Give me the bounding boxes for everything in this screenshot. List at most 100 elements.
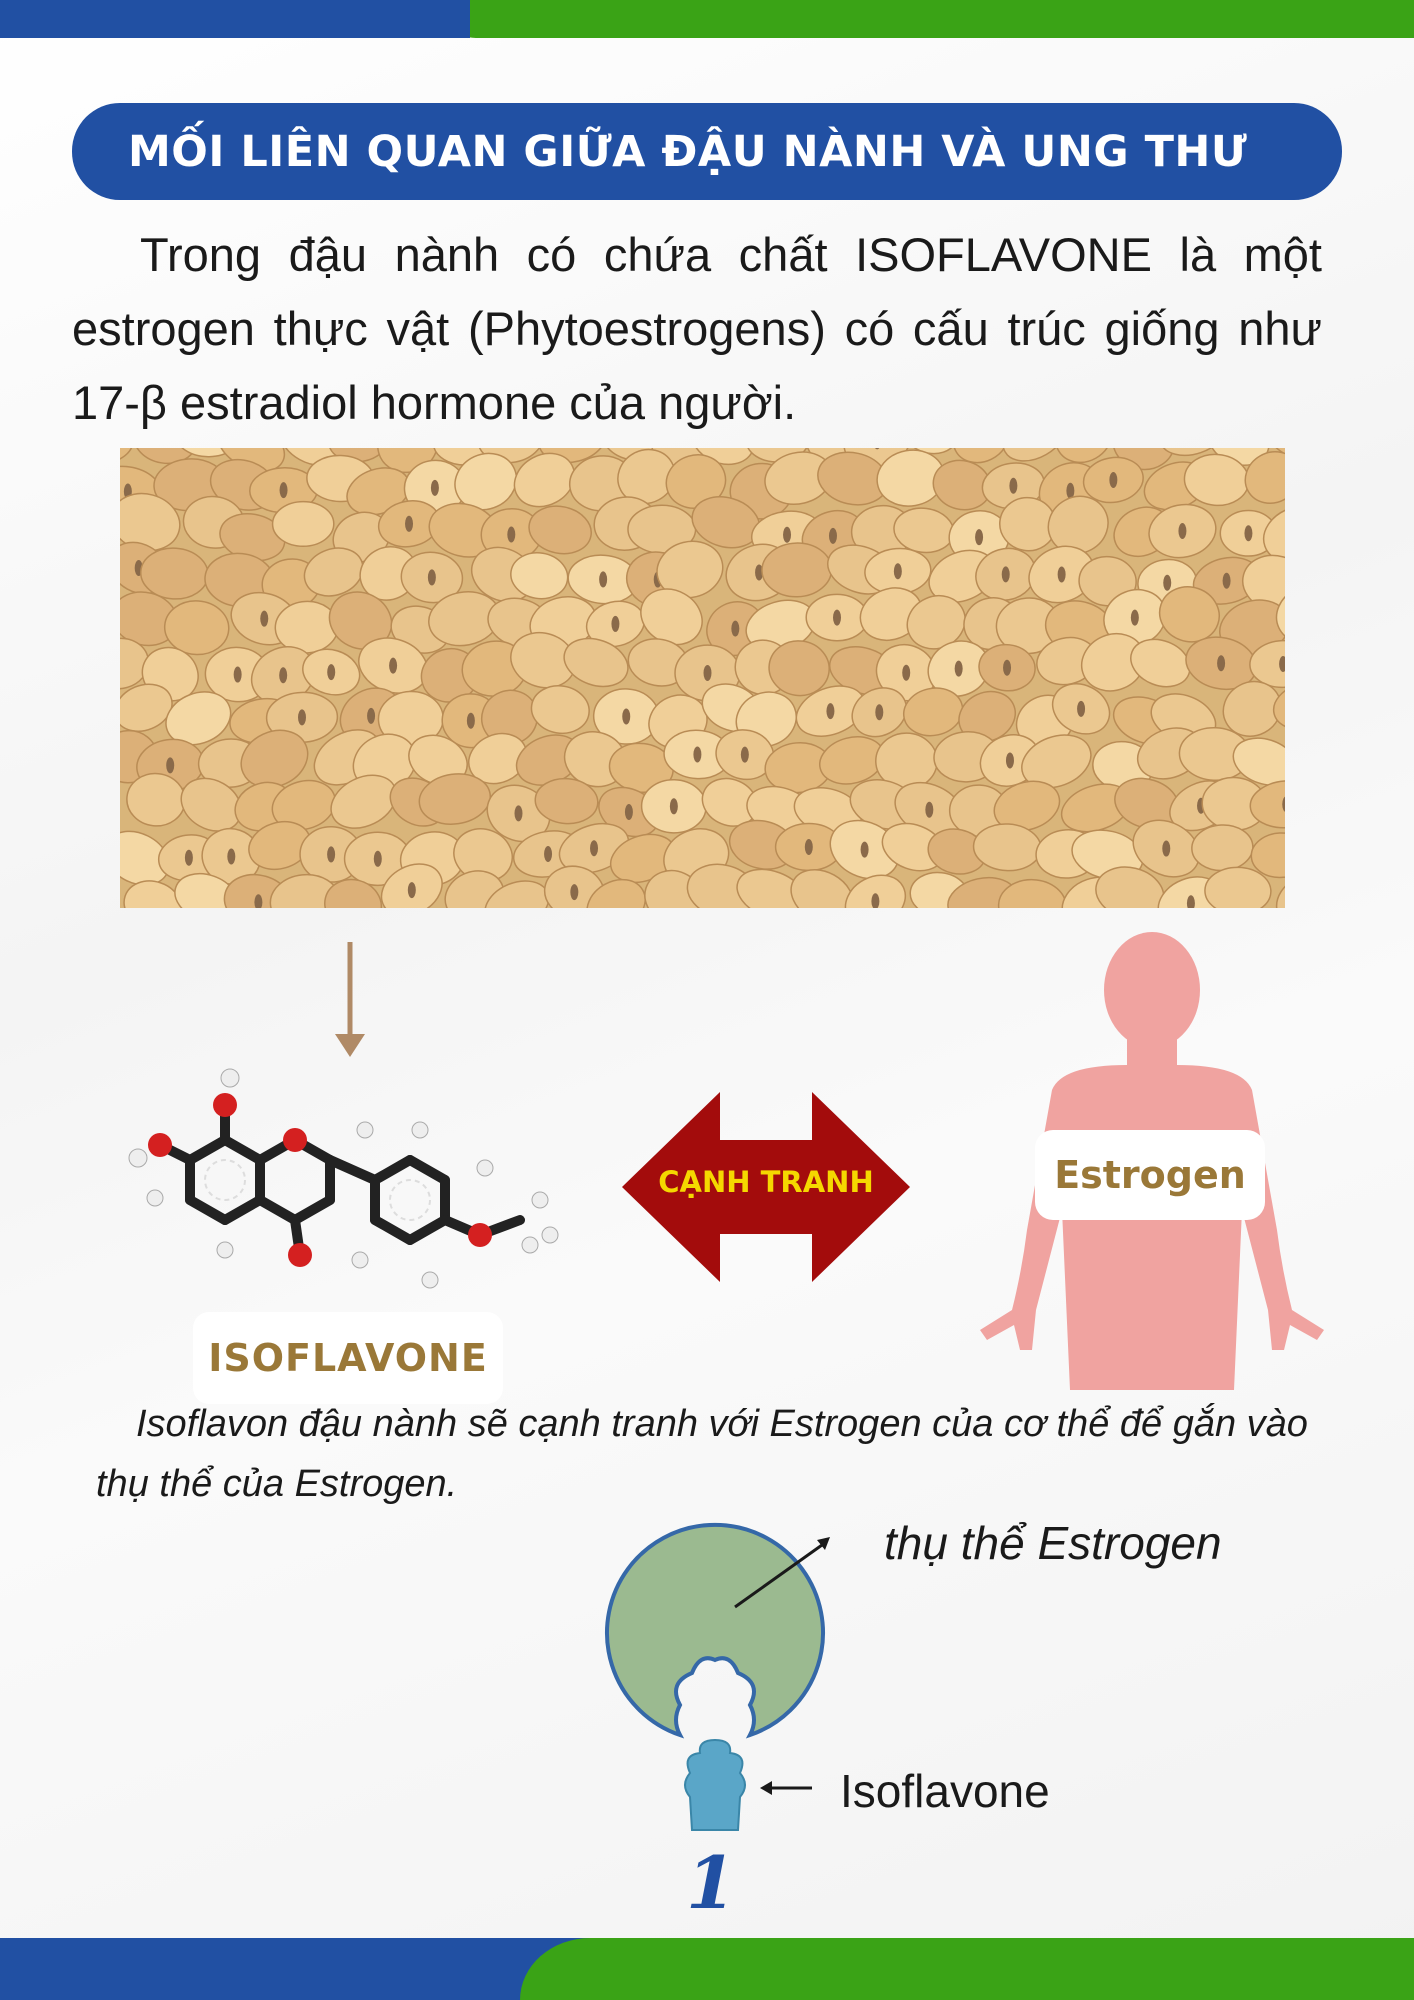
soybean — [656, 540, 724, 599]
soybean-hilum — [327, 846, 336, 863]
soybean-hilum — [466, 712, 475, 729]
soybean-hilum — [279, 482, 288, 499]
soybean — [510, 552, 569, 600]
soybean — [324, 878, 383, 908]
soybean-hilum — [570, 884, 579, 901]
soybean-hilum — [507, 526, 516, 543]
soybean-hilum — [1222, 572, 1231, 589]
soybean — [1047, 495, 1109, 555]
soybean — [563, 637, 629, 688]
double-arrow-icon — [622, 1092, 910, 1282]
compete-label: CẠNH TRANH — [658, 1165, 874, 1199]
soybean — [444, 870, 505, 908]
soybean-hilum — [233, 666, 242, 683]
isoflavone-small-label: Isoflavone — [840, 1765, 1050, 1817]
soybean-hilum — [1009, 477, 1018, 494]
page-title: MỐI LIÊN QUAN GIỮA ĐẬU NÀNH VÀ UNG THƯ — [128, 126, 1248, 177]
soybean-hilum — [1109, 471, 1118, 488]
soybean-hilum — [669, 798, 678, 815]
soybean — [903, 687, 964, 737]
soybean — [271, 500, 335, 548]
soybean-hilum — [389, 657, 398, 674]
estrogen-label: Estrogen — [1054, 1153, 1246, 1197]
isoflavone-molecule-model — [128, 1068, 559, 1289]
soybean-hilum — [1279, 655, 1285, 672]
soybean-hilum — [166, 757, 175, 774]
soybean-hilum — [254, 894, 263, 908]
soybean-hilum — [871, 893, 880, 908]
arrow-down-icon — [335, 942, 365, 1057]
soybean — [534, 777, 599, 825]
soybean — [174, 448, 243, 458]
soybean-hilum — [599, 571, 608, 588]
soybean — [1158, 586, 1220, 643]
soybean — [1275, 585, 1285, 644]
soybean — [537, 448, 608, 464]
soybean — [133, 448, 197, 465]
soybean — [174, 872, 239, 908]
soybean-hilum — [1005, 752, 1014, 769]
soybean-hilum — [860, 841, 869, 858]
soybean — [328, 591, 393, 650]
soybean — [768, 640, 830, 697]
soybean — [1249, 780, 1285, 829]
soybean-hilum — [1077, 700, 1086, 717]
soybean — [1158, 448, 1229, 457]
soybean-hilum — [893, 563, 902, 580]
soybean-hilum — [874, 448, 880, 450]
soybean-hilum — [327, 664, 336, 681]
soybean — [993, 780, 1061, 832]
top-bar-blue — [0, 0, 470, 38]
soybean-hilum — [693, 746, 702, 763]
soybean-hilum — [590, 840, 599, 857]
soybean — [120, 448, 135, 464]
soybean-hilum — [373, 850, 382, 867]
soybean — [1262, 505, 1285, 564]
soybean — [1191, 824, 1254, 872]
soybean-hilum — [875, 704, 884, 721]
soybean — [617, 448, 676, 505]
soybean — [790, 868, 854, 908]
soybean-hilum — [1217, 655, 1226, 672]
title-banner: MỐI LIÊN QUAN GIỮA ĐẬU NÀNH VÀ UNG THƯ — [72, 103, 1342, 200]
soybean-hilum — [828, 527, 837, 544]
soybean — [303, 547, 364, 597]
soybean — [528, 505, 592, 555]
caption-text: Isoflavon đậu nành sẽ cạnh tranh với Est… — [96, 1403, 1308, 1505]
soybean-hilum — [783, 526, 792, 543]
receptor-diagram — [605, 1522, 830, 1831]
soybean — [1272, 681, 1285, 731]
top-bar-green — [438, 0, 1414, 38]
soybean-hilum — [1066, 482, 1075, 499]
soybean — [1021, 734, 1092, 789]
soybean-hilum — [703, 664, 712, 681]
soybean-hilum — [514, 805, 523, 822]
soybean — [1232, 737, 1285, 786]
soybean-hilum — [611, 615, 620, 632]
soybean-hilum — [1057, 566, 1066, 583]
soybean — [418, 773, 492, 825]
soybean — [454, 452, 518, 511]
soybean-hilum — [731, 620, 740, 637]
soybean — [120, 683, 173, 732]
soybean-hilum — [427, 569, 436, 586]
soybean-hilum — [430, 479, 439, 496]
soybeans-image — [120, 448, 1285, 908]
soybean — [1250, 832, 1285, 879]
soybean-hilum — [1003, 659, 1012, 676]
soybean — [530, 685, 590, 735]
soybean-hilum — [407, 882, 416, 899]
soybean-hilum — [622, 708, 631, 725]
soybean — [1222, 680, 1282, 737]
soybean-hilum — [925, 801, 934, 818]
isoflavone-label: ISOFLAVONE — [208, 1336, 488, 1380]
soybean — [1054, 448, 1113, 464]
page-number: 1 — [686, 1840, 737, 1925]
estrogen-label-box: Estrogen — [1035, 1130, 1265, 1220]
soybean — [586, 878, 646, 908]
bottom-bar-green — [520, 1938, 1414, 2000]
soybean-hilum — [954, 660, 963, 677]
isoflavone-label-box: ISOFLAVONE — [193, 1312, 503, 1404]
soybean-hilum — [755, 564, 764, 581]
soybean — [1130, 638, 1191, 688]
